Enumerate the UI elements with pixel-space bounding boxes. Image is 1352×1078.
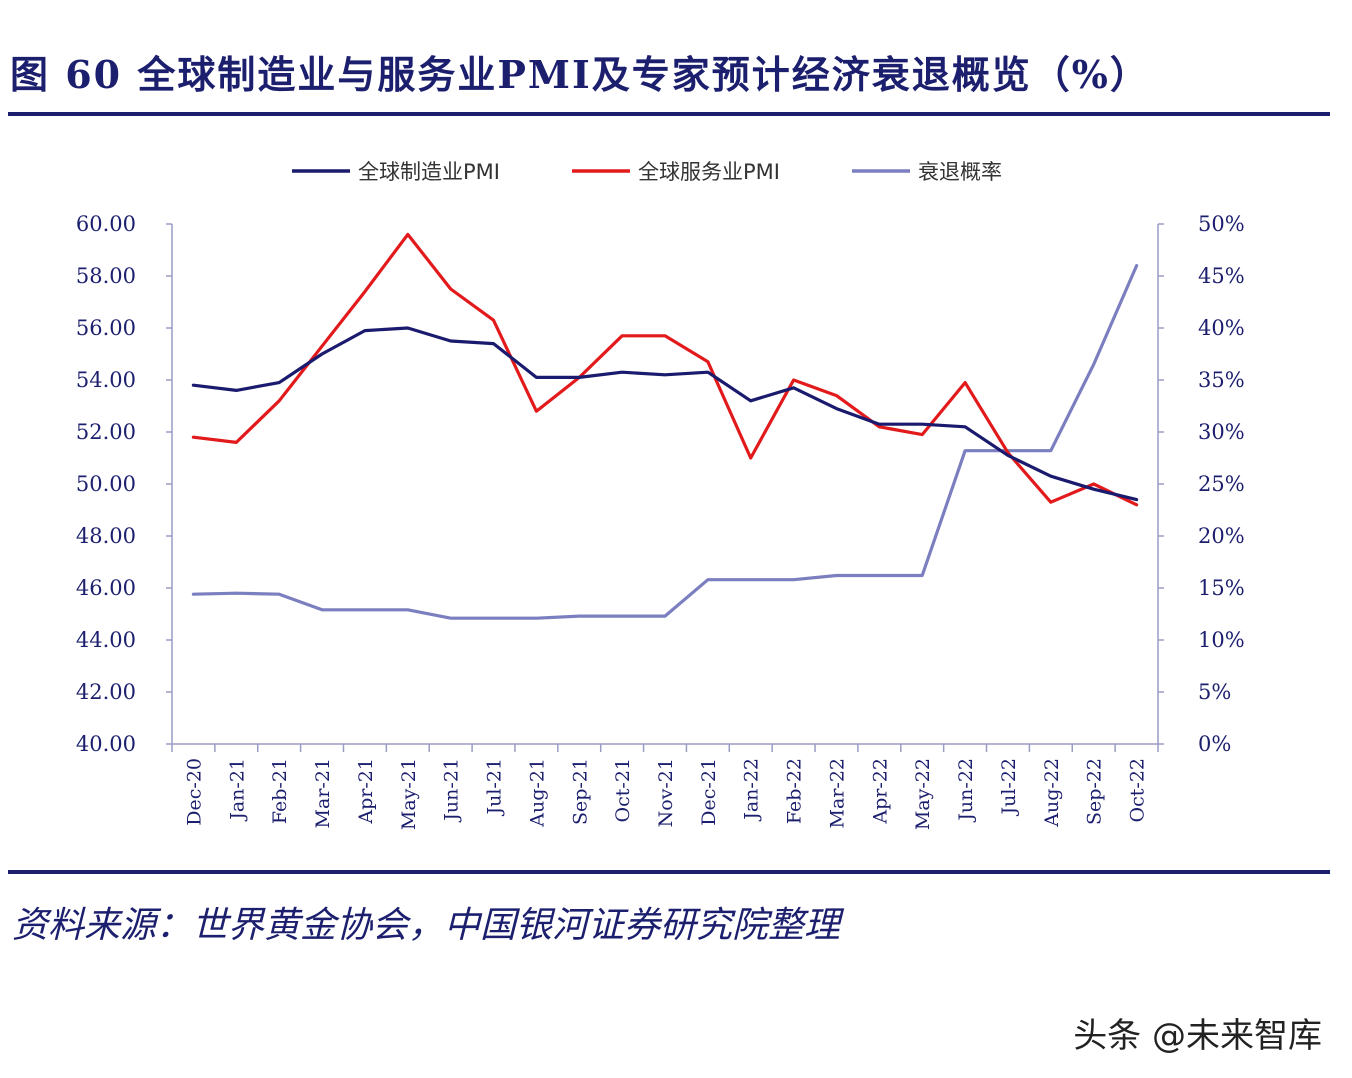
y-left-tick-label: 50.00 xyxy=(76,472,136,496)
y-left-tick-label: 42.00 xyxy=(76,680,136,704)
y-right-tick-label: 10% xyxy=(1198,628,1245,652)
y-left-tick-label: 44.00 xyxy=(76,628,136,652)
y-right-tick-label: 45% xyxy=(1198,264,1245,288)
legend: 全球制造业PMI 全球服务业PMI 衰退概率 xyxy=(292,160,1002,184)
series-line-services-pmi xyxy=(191,232,1139,507)
x-tick-label: May-21 xyxy=(398,758,420,830)
series-layer xyxy=(191,232,1139,620)
title-divider xyxy=(8,112,1330,116)
y-left-tick-label: 60.00 xyxy=(76,212,136,236)
x-tick-label: Jan-21 xyxy=(226,758,248,822)
y-right-tick-label: 50% xyxy=(1198,212,1245,236)
y-right-tick-label: 30% xyxy=(1198,420,1245,444)
x-tick-label: Apr-22 xyxy=(869,758,891,825)
x-tick-label: Feb-21 xyxy=(269,758,291,824)
series-line-recession-probability xyxy=(191,264,1139,620)
figure-title: 图 60 全球制造业与服务业PMI及专家预计经济衰退概览（%） xyxy=(10,52,1150,97)
x-tick-label: Mar-21 xyxy=(312,758,334,828)
x-tick-label: Sep-22 xyxy=(1084,758,1106,825)
y-right-tick-label: 20% xyxy=(1198,524,1245,548)
x-tick-label: May-22 xyxy=(912,758,934,830)
y-right-tick-label: 25% xyxy=(1198,472,1245,496)
x-tick-label: Apr-21 xyxy=(355,758,377,825)
x-tick-label: Feb-22 xyxy=(784,758,806,824)
y-left-tick-label: 48.00 xyxy=(76,524,136,548)
y-right-tick-label: 40% xyxy=(1198,316,1245,340)
x-tick-label: Jan-22 xyxy=(741,758,763,822)
y-left-tick-label: 40.00 xyxy=(76,732,136,756)
y-right-tick-label: 35% xyxy=(1198,368,1245,392)
y-left-tick-label: 58.00 xyxy=(76,264,136,288)
x-tick-label: Mar-22 xyxy=(826,758,848,828)
y-right-tick-label: 0% xyxy=(1198,732,1231,756)
x-tick-label: Jun-22 xyxy=(955,758,977,823)
x-tick-label: Oct-21 xyxy=(612,758,634,822)
x-tick-label: Jul-21 xyxy=(484,758,506,817)
x-tick-label: Sep-21 xyxy=(569,758,591,825)
series-line-manufacturing-pmi xyxy=(191,326,1139,502)
y-left-tick-label: 52.00 xyxy=(76,420,136,444)
y-left-tick-label: 56.00 xyxy=(76,316,136,340)
source-note: 资料来源：世界黄金协会，中国银河证券研究院整理 xyxy=(12,905,841,946)
y-right-tick-label: 15% xyxy=(1198,576,1245,600)
y-left-tick-label: 46.00 xyxy=(76,576,136,600)
axes: 40.00 42.00 44.00 46.00 48.00 50.00 52.00 54.00… xyxy=(76,212,1245,830)
x-tick-label: Oct-22 xyxy=(1127,758,1149,822)
source-divider xyxy=(8,870,1330,874)
legend-label: 全球服务业PMI xyxy=(638,160,780,184)
watermark: 头条 @未来智库 xyxy=(1073,1016,1322,1056)
legend-label: 衰退概率 xyxy=(918,160,1002,184)
y-left-tick-label: 54.00 xyxy=(76,368,136,392)
x-tick-label: Jul-22 xyxy=(998,758,1020,817)
line-chart: 全球制造业PMI 全球服务业PMI 衰退概率 40.00 42.00 44.00 46.0… xyxy=(76,160,1245,830)
x-tick-label: Dec-21 xyxy=(698,758,720,826)
x-tick-label: Aug-22 xyxy=(1041,758,1063,828)
x-tick-label: Dec-20 xyxy=(183,758,205,826)
x-tick-label: Nov-21 xyxy=(655,758,677,827)
legend-label: 全球制造业PMI xyxy=(358,160,500,184)
y-right-tick-label: 5% xyxy=(1198,680,1231,704)
x-tick-label: Jun-21 xyxy=(441,758,463,823)
x-tick-label: Aug-21 xyxy=(526,758,548,828)
